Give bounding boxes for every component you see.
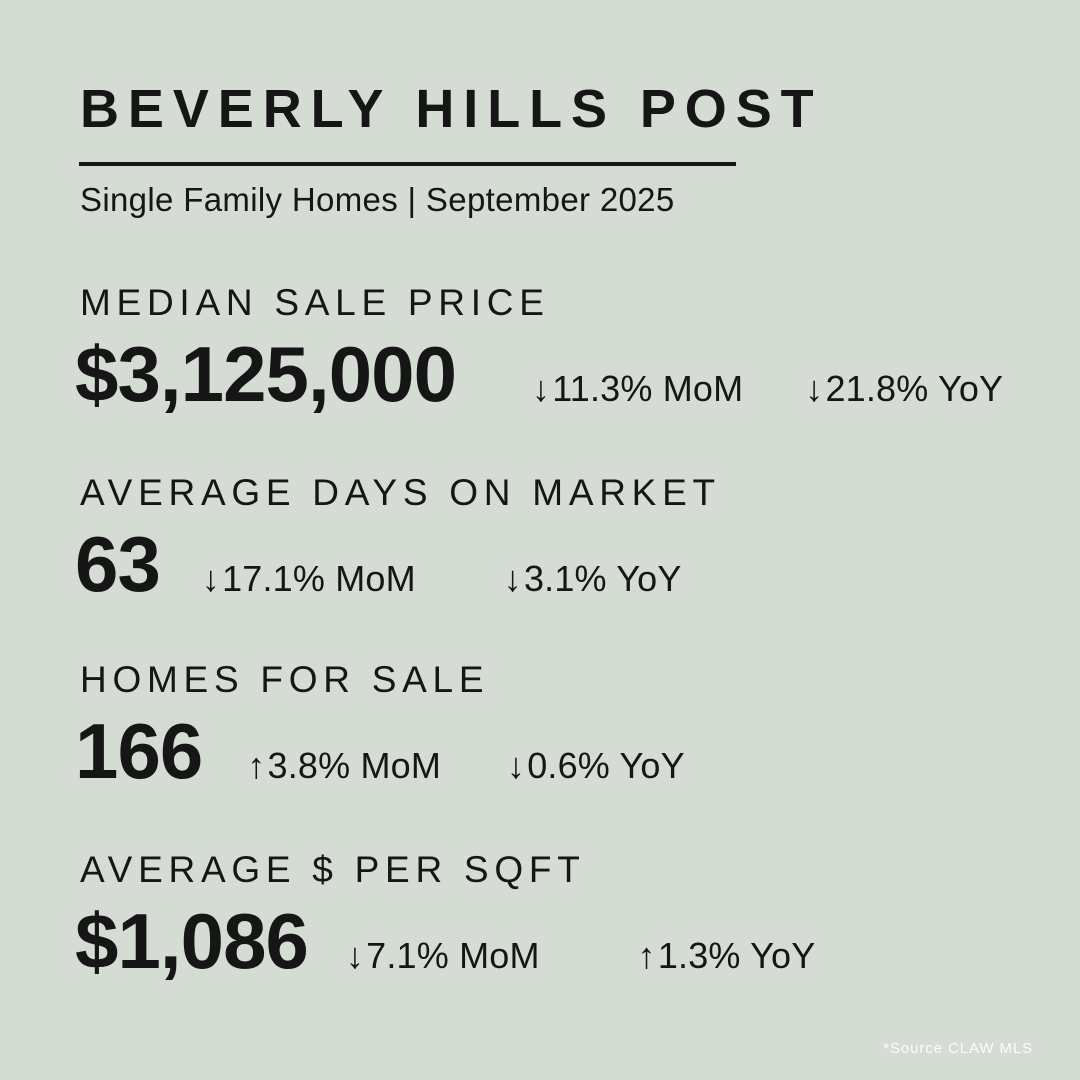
stat-value: 166 [75, 707, 203, 795]
stat-section-median-sale-price: MEDIAN SALE PRICE $3,125,000 ↓11.3% MoM … [75, 282, 1003, 413]
mom-change-label: 7.1% MoM [366, 935, 540, 976]
stat-section-average-price-per-sqft: AVERAGE $ PER SQFT $1,086 ↓7.1% MoM ↑1.3… [75, 849, 815, 980]
yoy-change: ↓3.1% YoY [504, 561, 682, 597]
mom-change: ↓11.3% MoM [532, 371, 743, 407]
up-arrow-icon: ↑ [247, 745, 266, 786]
stat-row: 63 ↓17.1% MoM ↓3.1% YoY [75, 525, 721, 603]
stat-value: $1,086 [75, 897, 309, 985]
stat-value: $3,125,000 [75, 330, 457, 418]
yoy-change-label: 3.1% YoY [523, 558, 682, 599]
stat-value: 63 [75, 520, 161, 608]
down-arrow-icon: ↓ [507, 745, 526, 786]
yoy-change: ↑1.3% YoY [638, 938, 816, 974]
mom-change: ↓7.1% MoM [346, 938, 540, 974]
yoy-change: ↓0.6% YoY [507, 748, 685, 784]
page-subtitle: Single Family Homes | September 2025 [80, 181, 675, 218]
stat-label: HOMES FOR SALE [80, 659, 490, 700]
yoy-change-label: 21.8% YoY [825, 368, 1004, 409]
down-arrow-icon: ↓ [805, 368, 824, 409]
yoy-change-label: 0.6% YoY [527, 745, 685, 786]
down-arrow-icon: ↓ [201, 558, 221, 599]
mom-change: ↑3.8% MoM [247, 748, 441, 784]
stat-label: MEDIAN SALE PRICE [80, 282, 550, 323]
source-note: *Source CLAW MLS [883, 1040, 1033, 1057]
mom-change-label: 17.1% MoM [222, 558, 416, 599]
down-arrow-icon: ↓ [532, 368, 551, 409]
mom-change-label: 3.8% MoM [267, 745, 442, 786]
yoy-change: ↓21.8% YoY [805, 371, 1003, 407]
stat-section-average-days-on-market: AVERAGE DAYS ON MARKET 63 ↓17.1% MoM ↓3.… [75, 472, 721, 603]
up-arrow-icon: ↑ [637, 935, 656, 976]
down-arrow-icon: ↓ [345, 935, 365, 976]
stat-section-homes-for-sale: HOMES FOR SALE 166 ↑3.8% MoM ↓0.6% YoY [75, 659, 685, 790]
down-arrow-icon: ↓ [503, 558, 522, 599]
stat-row: $3,125,000 ↓11.3% MoM ↓21.8% YoY [75, 335, 1003, 413]
stat-row: 166 ↑3.8% MoM ↓0.6% YoY [75, 712, 685, 790]
stat-label: AVERAGE DAYS ON MARKET [80, 472, 721, 513]
page-title: BEVERLY HILLS POST [80, 79, 823, 139]
yoy-change-label: 1.3% YoY [657, 935, 816, 976]
title-underline [79, 162, 736, 166]
mom-change-label: 11.3% MoM [552, 368, 744, 409]
stat-label: AVERAGE $ PER SQFT [80, 849, 586, 890]
mom-change: ↓17.1% MoM [202, 561, 416, 597]
stat-row: $1,086 ↓7.1% MoM ↑1.3% YoY [75, 902, 815, 980]
